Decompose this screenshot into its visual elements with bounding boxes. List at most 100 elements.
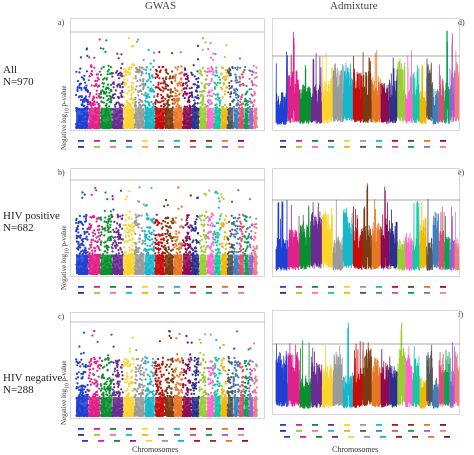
snp-point (204, 237, 208, 240)
snp-point (96, 73, 99, 76)
snp-point (240, 225, 243, 228)
snp-point (123, 75, 126, 78)
snp-point (170, 237, 173, 240)
snp-point (234, 224, 237, 227)
snp-point (104, 229, 107, 232)
legend-swatch (158, 146, 164, 148)
snp-point (104, 191, 107, 194)
row-label-hiv-positive: HIV positive N=682 (3, 210, 60, 234)
snp-point (166, 250, 169, 253)
snp-point (109, 210, 112, 213)
snp-point (93, 56, 96, 59)
snp-point (230, 232, 233, 235)
snp-point (88, 247, 91, 250)
snp-point (239, 98, 242, 101)
snp-point (216, 81, 219, 84)
snp-point (107, 83, 110, 86)
snp-point (146, 226, 149, 229)
snp-point (237, 250, 240, 253)
snp-point (217, 222, 220, 225)
snp-point (128, 229, 131, 232)
snp-point (134, 223, 137, 226)
snp-band (155, 254, 165, 274)
snp-point (118, 104, 121, 107)
snp-point (90, 241, 93, 244)
snp-point (140, 71, 144, 74)
snp-point (103, 245, 106, 248)
snp-point (198, 90, 201, 93)
snp-point (147, 86, 150, 89)
snp-point (128, 71, 132, 74)
snp-point (90, 65, 93, 69)
snp-band (100, 254, 112, 274)
snp-point (102, 91, 106, 94)
snp-point (154, 102, 157, 105)
snp-point (76, 88, 79, 91)
snp-point (214, 97, 218, 100)
legend-swatch (158, 286, 164, 288)
snp-point (127, 105, 130, 108)
snp-point (191, 228, 194, 231)
snp-point (215, 69, 218, 72)
snp-point (95, 89, 98, 92)
snp-point (164, 248, 168, 251)
snp-point (110, 235, 113, 238)
snp-point (196, 70, 199, 73)
snp-point (112, 208, 115, 211)
snp-point (179, 51, 182, 54)
snp-point (80, 86, 83, 90)
ylabel-b: Negative log10 p-value (60, 225, 70, 290)
snp-point (77, 224, 80, 228)
snp-point (161, 97, 164, 100)
snp-point (234, 233, 237, 236)
snp-point (223, 231, 227, 234)
snp-point (107, 87, 110, 90)
snp-point (76, 89, 79, 92)
snp-point (110, 83, 113, 86)
snp-peak (177, 186, 180, 189)
snp-point (216, 231, 219, 234)
snp-point (164, 224, 167, 227)
snp-point (164, 247, 167, 250)
snp-point (135, 249, 138, 252)
snp-point (154, 237, 157, 240)
snp-point (204, 78, 207, 81)
snp-point (238, 83, 242, 86)
snp-band (244, 107, 249, 128)
snp-point (216, 74, 219, 77)
snp-point (162, 99, 165, 102)
snp-point (136, 80, 139, 83)
snp-point (240, 245, 243, 248)
snp-point (98, 238, 101, 241)
snp-point (109, 223, 112, 226)
snp-point (180, 77, 183, 80)
snp-point (84, 219, 88, 223)
snp-point (184, 237, 188, 240)
snp-point (202, 233, 205, 236)
snp-point (142, 78, 145, 81)
snp-point (90, 64, 93, 67)
snp-point (203, 219, 206, 222)
snp-point (100, 100, 103, 103)
snp-point (166, 101, 169, 104)
snp-point (214, 74, 217, 77)
snp-point (164, 220, 167, 223)
snp-point (102, 85, 105, 88)
snp-point (138, 101, 141, 104)
snp-point (241, 103, 244, 106)
snp-point (160, 93, 163, 96)
snp-point (78, 252, 81, 255)
snp-point (171, 239, 174, 243)
snp-point (214, 235, 217, 238)
snp-point (90, 102, 93, 105)
snp-point (190, 247, 193, 250)
snp-point (229, 246, 232, 249)
snp-point (158, 77, 161, 80)
snp-point (218, 233, 221, 236)
snp-point (178, 231, 181, 234)
snp-point (176, 68, 179, 71)
snp-point (219, 101, 222, 104)
snp-point (236, 68, 239, 71)
snp-point (185, 93, 188, 96)
snp-point (255, 66, 258, 69)
